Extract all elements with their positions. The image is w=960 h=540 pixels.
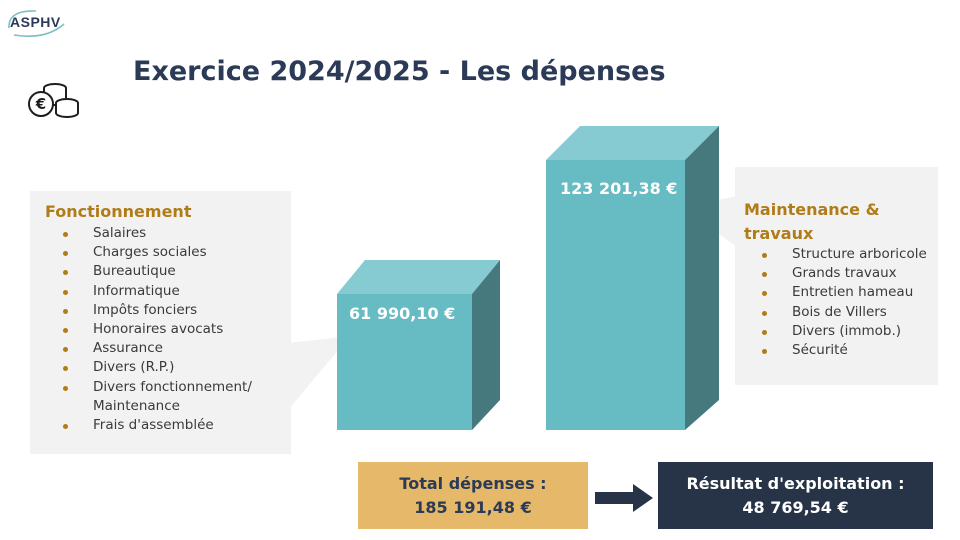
list-item: Charges sociales	[60, 243, 252, 262]
list-item-continuation: Maintenance	[93, 397, 180, 414]
total-expenses-box: Total dépenses : 185 191,48 €	[358, 462, 588, 529]
fonctionnement-title: Fonctionnement	[45, 202, 192, 221]
total-expenses-value: 185 191,48 €	[414, 497, 532, 517]
total-expenses-label: Total dépenses :	[399, 473, 547, 493]
fonctionnement-list: Salaires Charges sociales Bureautique In…	[60, 224, 252, 435]
list-item: Grands travaux	[759, 264, 927, 283]
list-item: Divers fonctionnement/	[60, 378, 252, 397]
bar-maintenance-travaux	[546, 126, 719, 430]
list-item: Assurance	[60, 339, 252, 358]
list-item: Structure arboricole	[759, 245, 927, 264]
list-item: Impôts fonciers	[60, 301, 252, 320]
list-item: Honoraires avocats	[60, 320, 252, 339]
maintenance-list: Structure arboricole Grands travaux Entr…	[759, 245, 927, 360]
list-item: Bois de Villers	[759, 303, 927, 322]
list-item: Bureautique	[60, 262, 252, 281]
list-item: Informatique	[60, 282, 252, 301]
list-item: Divers (immob.)	[759, 322, 927, 341]
bar-fonctionnement	[337, 260, 500, 430]
logo: ASPHV	[6, 6, 66, 40]
operating-result-label: Résultat d'exploitation :	[686, 473, 905, 493]
page-title: Exercice 2024/2025 - Les dépenses	[133, 56, 666, 87]
operating-result-box: Résultat d'exploitation : 48 769,54 €	[658, 462, 933, 529]
list-item: Entretien hameau	[759, 283, 927, 302]
list-item: Frais d'assemblée	[60, 416, 252, 435]
bar-value-label-fonctionnement: 61 990,10 €	[349, 304, 456, 323]
right-arrow-icon	[595, 484, 653, 512]
euro-coins-icon: €	[28, 83, 79, 118]
list-item: Sécurité	[759, 341, 927, 360]
logo-swoosh-icon	[8, 10, 65, 37]
list-item: Salaires	[60, 224, 252, 243]
maintenance-title: Maintenance & travaux	[744, 200, 880, 243]
right-callout-pointer	[681, 196, 737, 247]
operating-result-value: 48 769,54 €	[742, 497, 849, 517]
list-item: Divers (R.P.)	[60, 358, 252, 377]
fonctionnement-panel: Fonctionnement Salaires Charges sociales…	[30, 191, 291, 454]
maintenance-panel: Maintenance & travaux Structure arborico…	[735, 167, 938, 385]
svg-text:€: €	[35, 95, 46, 113]
logo-text: ASPHV	[10, 14, 61, 30]
left-callout-pointer	[288, 336, 350, 410]
bar-value-label-maintenance: 123 201,38 €	[560, 179, 678, 198]
